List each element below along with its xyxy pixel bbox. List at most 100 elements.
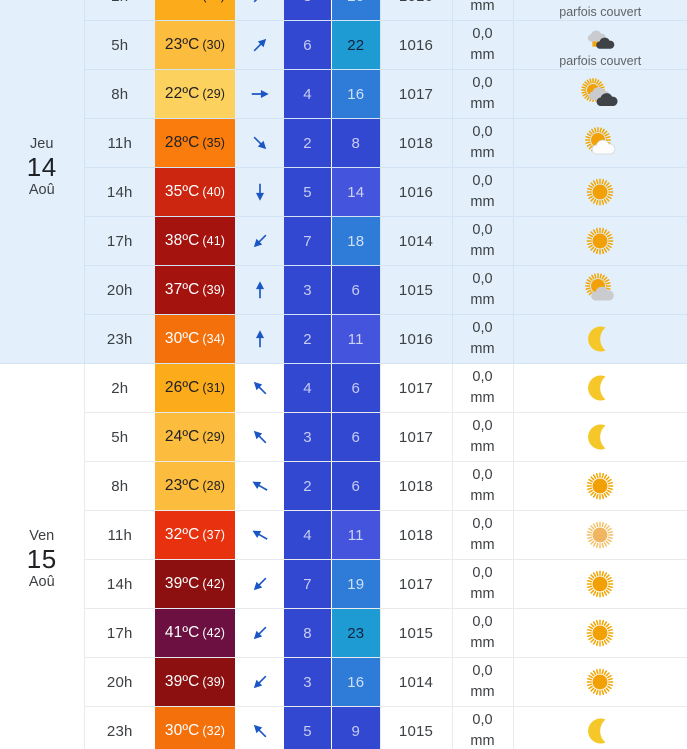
weather-caption: parfois couvert — [559, 54, 642, 69]
wind-gust-value: 14 — [332, 168, 380, 216]
arrow-se-icon — [235, 119, 284, 167]
temperature-cell: 28ºC (35) — [155, 118, 235, 168]
wind-gust-cell: 23 — [332, 608, 380, 658]
arrow-sw-icon — [235, 560, 284, 608]
precipitation-unit: mm — [470, 488, 495, 504]
precipitation-value: 0,0 — [472, 711, 493, 728]
arrow-sw-icon — [235, 609, 284, 657]
sun-icon — [574, 662, 626, 702]
temperature-cell: 35ºC (40) — [155, 167, 235, 217]
precipitation-cell: 0,0 mm — [452, 314, 514, 364]
precipitation-unit: mm — [470, 243, 495, 259]
weather-caption: parfois couvert — [559, 5, 642, 20]
pressure-cell: 1015 — [379, 706, 453, 749]
pressure-cell: 1015 — [379, 608, 453, 658]
feels-like-value: (42) — [202, 577, 226, 591]
hour-cell: 8h — [84, 461, 155, 511]
precipitation-unit: mm — [470, 586, 495, 602]
hour-cell: 5h — [84, 412, 155, 462]
precipitation-value: 0,0 — [472, 319, 493, 336]
wind-speed-cell: 3 — [284, 412, 332, 462]
arrow-n-icon — [235, 266, 284, 314]
precipitation-value: 0,0 — [472, 613, 493, 630]
wind-speed-cell: 4 — [284, 363, 332, 413]
temperature-value: 35ºC — [164, 183, 200, 200]
wind-gust-value: 20 — [332, 0, 380, 20]
temperature-value: 26ºC — [164, 379, 200, 396]
sun-icon — [574, 221, 626, 261]
precipitation-unit: mm — [470, 341, 495, 357]
temperature-cell: 24ºC (29) — [155, 412, 235, 462]
precipitation-unit: mm — [470, 635, 495, 651]
temperature-value: 37ºC — [164, 281, 200, 298]
temperature-value: 39ºC — [164, 673, 200, 690]
weather-cell — [513, 461, 687, 511]
weather-cell — [513, 559, 687, 609]
hour-cell: 11h — [84, 118, 155, 168]
wind-direction-cell — [235, 118, 284, 168]
weather-cell: parfois couvert — [513, 0, 687, 21]
hour-cell: 23h — [84, 706, 155, 749]
wind-gust-cell: 8 — [332, 118, 380, 168]
forecast-row: 14h 35ºC (40) 5 14 1016 0,0 mm — [0, 167, 687, 217]
pressure-cell: 1018 — [379, 461, 453, 511]
weather-cell — [513, 118, 687, 168]
precipitation-value: 0,0 — [472, 417, 493, 434]
precipitation-unit: mm — [470, 0, 495, 14]
cloud-sun-cloud-icon — [574, 22, 626, 56]
wind-speed-cell: 7 — [284, 216, 332, 266]
wind-speed-value: 3 — [284, 413, 332, 461]
wind-speed-cell: 8 — [284, 0, 332, 21]
weather-cell — [513, 216, 687, 266]
wind-speed-cell: 3 — [284, 657, 332, 707]
sun-icon — [574, 466, 626, 506]
temperature-cell: 23ºC (28) — [155, 461, 235, 511]
wind-speed-value: 2 — [284, 315, 332, 363]
precipitation-value: 0,0 — [472, 221, 493, 238]
arrow-wnw-icon — [235, 462, 284, 510]
hour-cell: 2h — [84, 0, 155, 21]
pressure-cell: 1018 — [379, 510, 453, 560]
wind-direction-cell — [235, 167, 284, 217]
arrow-nw-icon — [235, 707, 284, 749]
weather-cell: parfois couvert — [513, 20, 687, 70]
pressure-cell: 1017 — [379, 559, 453, 609]
arrow-e-icon — [235, 70, 284, 118]
weather-cell — [513, 706, 687, 749]
temperature-cell: 41ºC (42) — [155, 608, 235, 658]
forecast-row: 23h 30ºC (34) 2 11 1016 0,0 mm — [0, 314, 687, 364]
wind-gust-value: 6 — [332, 413, 380, 461]
precipitation-unit: mm — [470, 390, 495, 406]
weather-cell — [513, 608, 687, 658]
temperature-value: 26ºC — [165, 0, 200, 5]
wind-gust-value: 6 — [332, 364, 380, 412]
wind-speed-value: 8 — [284, 0, 332, 20]
wind-direction-cell — [235, 314, 284, 364]
cloud-sun-cloud-icon — [574, 0, 626, 7]
weather-cell — [513, 167, 687, 217]
precipitation-value: 0,0 — [472, 270, 493, 287]
precipitation-value: 0,0 — [472, 564, 493, 581]
weather-cell — [513, 265, 687, 315]
wind-speed-value: 5 — [284, 168, 332, 216]
arrow-nw-icon — [235, 364, 284, 412]
feels-like-value: (42) — [202, 626, 226, 640]
precipitation-cell: 0,0 mm — [452, 216, 514, 266]
precipitation-unit: mm — [470, 733, 495, 749]
forecast-row: Ven 15 Aoû 2h 26ºC (31) 4 6 1017 0,0 mm — [0, 363, 687, 749]
wind-gust-cell: 6 — [332, 461, 380, 511]
wind-speed-cell: 8 — [284, 608, 332, 658]
weather-cell — [513, 657, 687, 707]
wind-gust-value: 16 — [332, 70, 380, 118]
temperature-cell: 30ºC (32) — [155, 706, 235, 749]
feels-like-value: (31) — [202, 0, 225, 3]
hour-cell: 11h — [84, 510, 155, 560]
wind-gust-cell: 18 — [332, 216, 380, 266]
precipitation-cell: 0,0mm — [452, 0, 514, 21]
